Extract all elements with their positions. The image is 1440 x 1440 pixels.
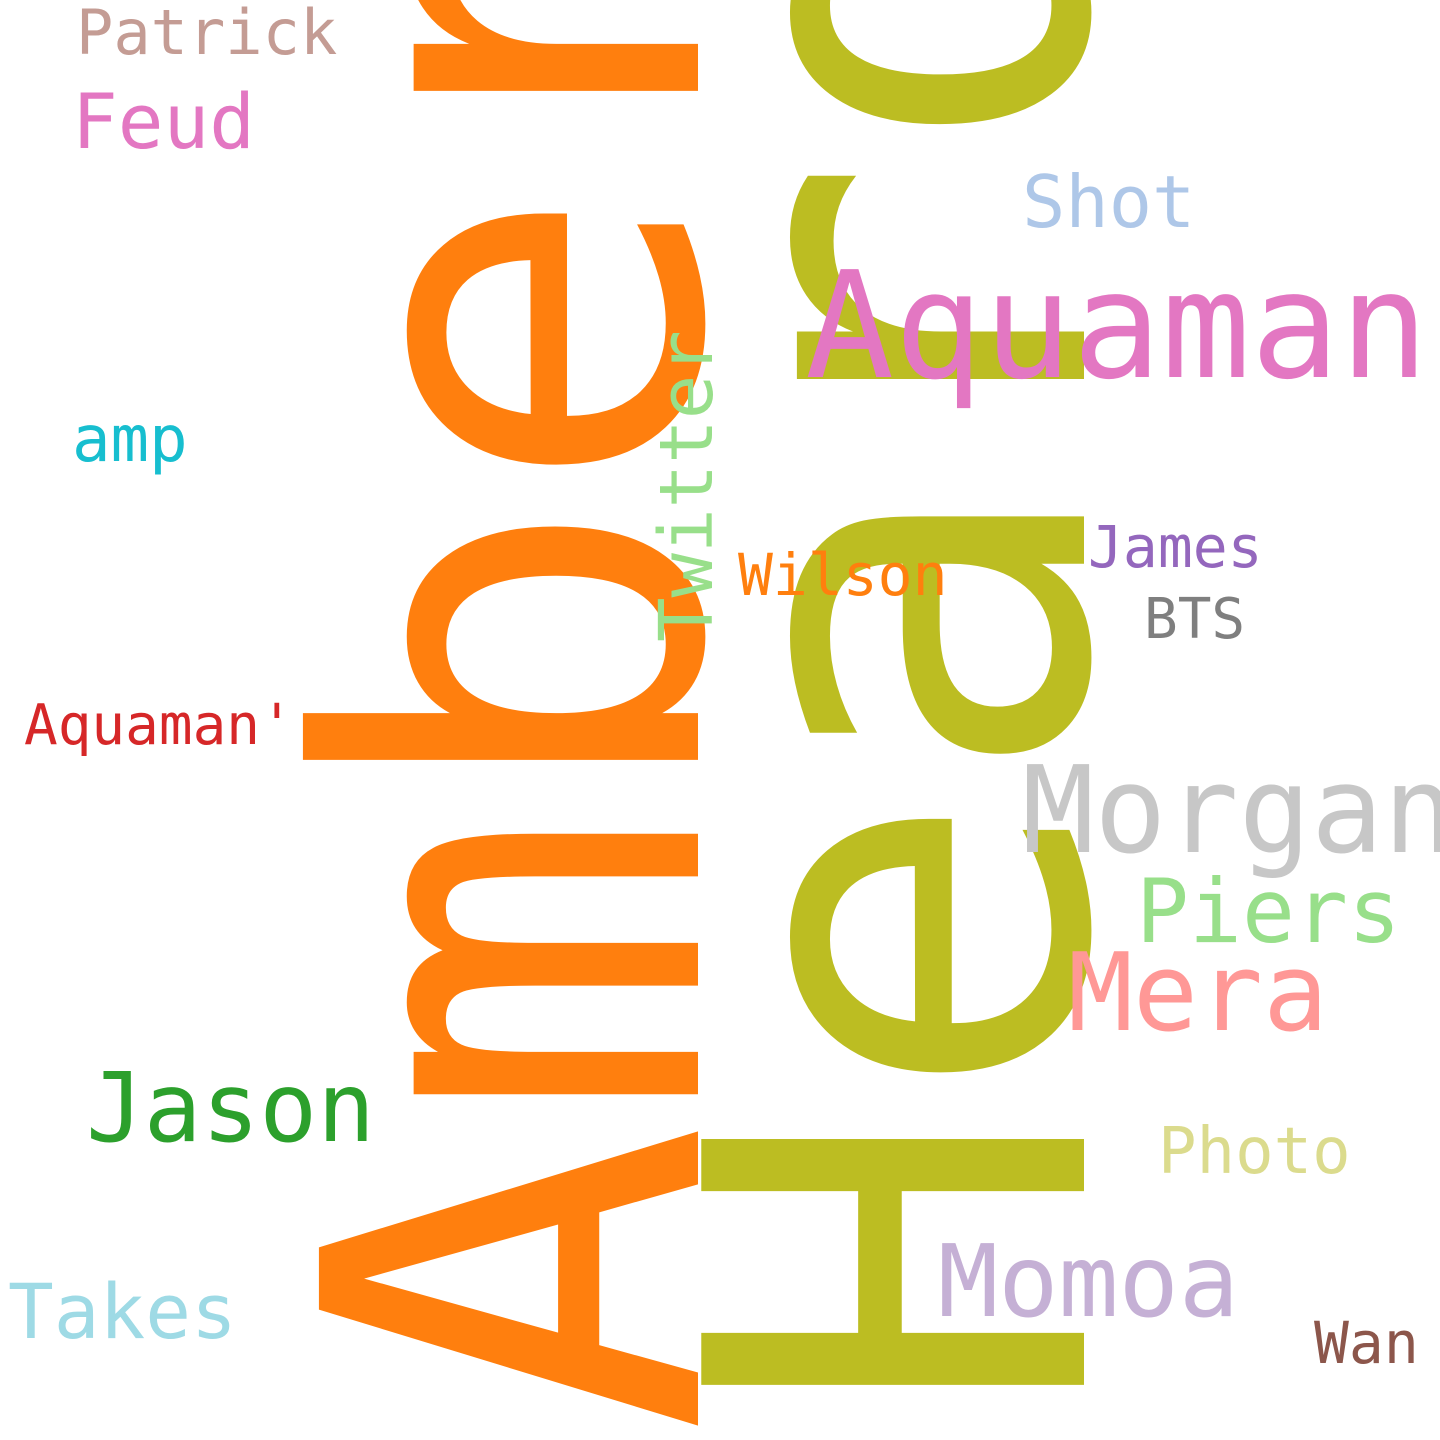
word-momoa: Momoa xyxy=(938,1223,1240,1340)
word-morgan: Morgan xyxy=(1022,742,1440,881)
word-mera: Mera xyxy=(1068,931,1329,1056)
word-aquaman-quote: Aquaman' xyxy=(24,693,294,758)
word-feud: Feud xyxy=(72,77,256,166)
word-wan: Wan xyxy=(1314,1309,1419,1377)
word-patrick: Patrick xyxy=(76,0,338,69)
word-piers: Piers xyxy=(1136,860,1401,963)
word-takes: Takes xyxy=(8,1267,237,1356)
word-james: James xyxy=(1088,513,1263,581)
word-photo: Photo xyxy=(1158,1115,1351,1189)
word-jason: Jason xyxy=(86,1052,375,1164)
word-shot: Shot xyxy=(1022,160,1196,244)
word-wilson: Wilson xyxy=(738,541,948,609)
word-aquaman: Aquaman xyxy=(805,240,1429,412)
word-amp: amp xyxy=(72,403,188,477)
word-twitter: Twitter xyxy=(644,330,730,642)
word-bts: BTS xyxy=(1144,587,1246,652)
